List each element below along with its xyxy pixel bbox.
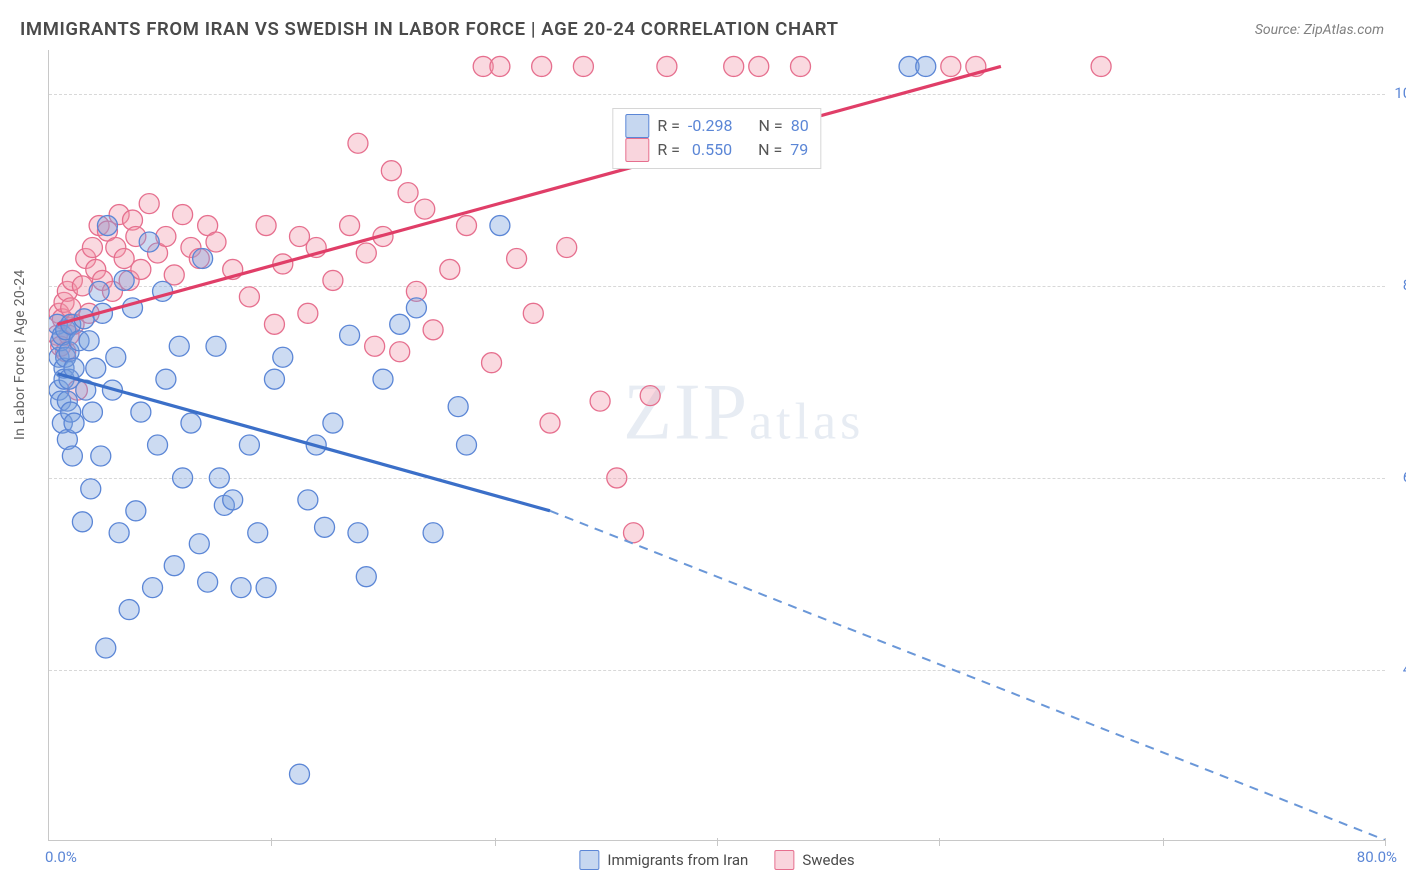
legend-correlation: R = -0.298 N = 80 R = 0.550 N = 79 xyxy=(612,108,821,169)
legend-N-label-2: N = xyxy=(758,138,782,162)
source-credit: Source: ZipAtlas.com xyxy=(1255,22,1384,38)
x-tick-label-right: 80.0% xyxy=(1357,848,1397,866)
legend-item-iran: Immigrants from Iran xyxy=(579,850,748,870)
chart-container: IMMIGRANTS FROM IRAN VS SWEDISH IN LABOR… xyxy=(0,0,1406,892)
plot-area: ZIPatlas 47.5%65.0%82.5%100.0% 0.0% 80.0… xyxy=(48,50,1385,841)
legend-swedes-R: 0.550 xyxy=(692,138,732,162)
legend-iran-R: -0.298 xyxy=(688,114,733,138)
legend-swatch-iran xyxy=(625,114,649,138)
legend-swatch-swedes xyxy=(625,138,649,162)
legend-R-label-2: R = xyxy=(657,138,680,162)
legend-swatch-iran-2 xyxy=(579,850,599,870)
legend-item-swedes: Swedes xyxy=(774,850,854,870)
chart-title: IMMIGRANTS FROM IRAN VS SWEDISH IN LABOR… xyxy=(20,18,839,40)
x-major-tick xyxy=(1385,838,1386,846)
legend-swedes-N: 79 xyxy=(790,138,808,162)
legend-series: Immigrants from Iran Swedes xyxy=(579,850,854,870)
legend-label-swedes: Swedes xyxy=(802,851,854,869)
legend-swatch-swedes-2 xyxy=(774,850,794,870)
legend-label-iran: Immigrants from Iran xyxy=(607,851,748,869)
y-tick-label: 82.5% xyxy=(1391,276,1406,294)
legend-iran-N: 80 xyxy=(791,114,809,138)
legend-row-swedes: R = 0.550 N = 79 xyxy=(625,138,808,162)
x-tick-label-left: 0.0% xyxy=(45,848,77,866)
legend-row-iran: R = -0.298 N = 80 xyxy=(625,114,808,138)
y-tick-label: 65.0% xyxy=(1391,468,1406,486)
y-tick-label: 47.5% xyxy=(1391,660,1406,678)
y-axis-label: In Labor Force | Age 20-24 xyxy=(12,269,28,440)
y-tick-label: 100.0% xyxy=(1391,84,1406,102)
legend-N-label: N = xyxy=(759,114,783,138)
legend-R-label: R = xyxy=(657,114,680,138)
